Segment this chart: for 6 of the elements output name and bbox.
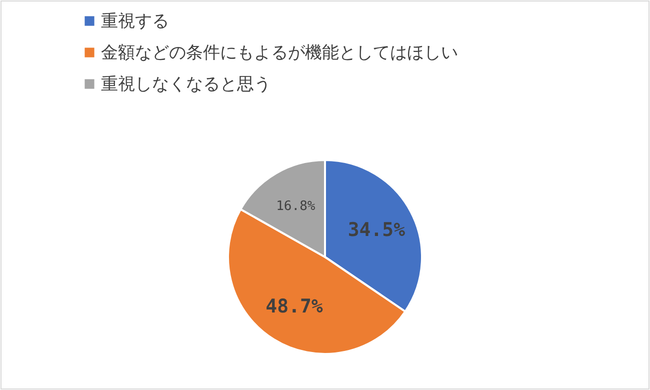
legend-label: 重視しなくなると思う: [101, 74, 271, 94]
data-label: 34.5%: [348, 218, 406, 241]
legend-label: 金額などの条件にもよるが機能としてはほしい: [101, 43, 458, 62]
data-label: 48.7%: [266, 295, 324, 318]
legend-label: 重視する: [101, 12, 169, 30]
data-label: 16.8%: [276, 199, 316, 214]
